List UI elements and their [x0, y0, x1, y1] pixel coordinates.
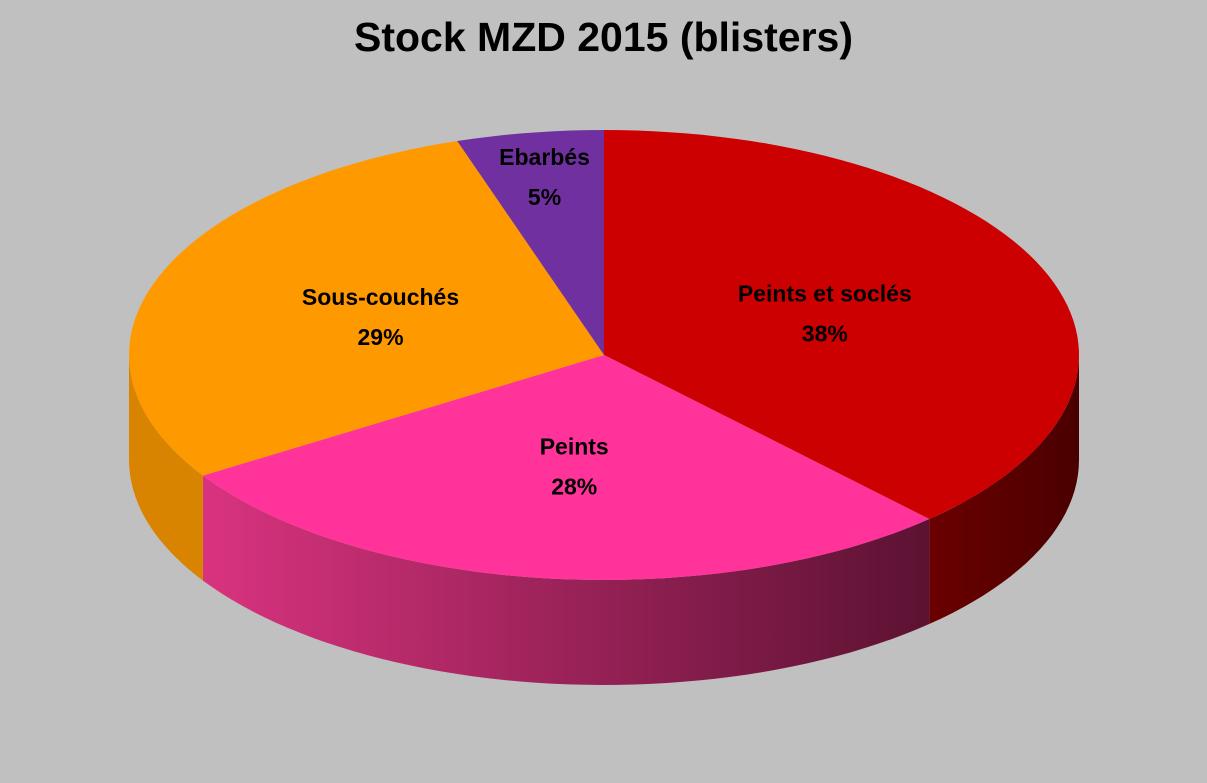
slice-value-peints-et-socles: 38%	[802, 321, 848, 347]
slice-side-peints	[202, 475, 930, 685]
slice-label-ebarbes: Ebarbés	[499, 144, 590, 170]
slice-label-sous-couches: Sous-couchés	[302, 284, 459, 310]
slice-ebarbes	[457, 130, 604, 355]
slice-peints	[202, 355, 930, 580]
slice-label-peints: Peints	[540, 434, 609, 460]
slice-value-peints: 28%	[551, 474, 597, 500]
slice-value-ebarbes: 5%	[528, 184, 561, 210]
slice-peints-et-socles	[604, 130, 1079, 519]
slice-sous-couches	[129, 141, 604, 476]
slice-side-peints-et-socles	[929, 355, 1079, 624]
slice-value-sous-couches: 29%	[358, 324, 404, 350]
chart-title: Stock MZD 2015 (blisters)	[354, 14, 853, 60]
slice-label-peints-et-socles: Peints et soclés	[738, 281, 912, 307]
slice-side-sous-couches	[129, 355, 203, 581]
